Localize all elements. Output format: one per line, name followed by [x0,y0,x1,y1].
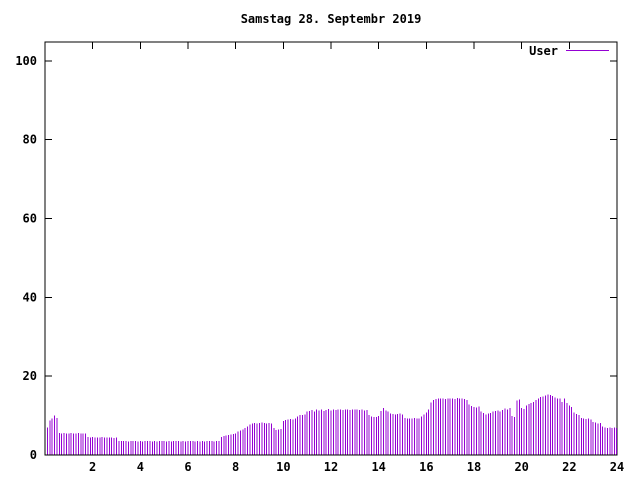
x-tick-label: 20 [514,460,528,474]
x-tick-label: 12 [324,460,338,474]
y-tick-label: 40 [23,290,37,304]
x-tick-label: 18 [467,460,481,474]
x-tick-label: 2 [89,460,96,474]
impulse-series [46,394,617,455]
legend-label-user: User [529,44,558,58]
x-tick-label: 14 [371,460,385,474]
x-tick-label: 24 [610,460,624,474]
x-tick-label: 22 [562,460,576,474]
y-axis: 0 20 40 60 80 100 [15,54,617,462]
y-tick-label: 20 [23,369,37,383]
y-tick-label: 100 [15,54,37,68]
x-tick-label: 16 [419,460,433,474]
x-tick-label: 8 [232,460,239,474]
x-tick-label: 4 [137,460,144,474]
plot-border [44,41,618,456]
y-tick-label: 60 [23,212,37,226]
x-tick-label: 10 [276,460,290,474]
legend: User [529,44,609,58]
y-tick-label: 0 [30,448,37,462]
chart-title: Samstag 28. Septembr 2019 [241,12,422,26]
y-tick-label: 80 [23,133,37,147]
x-tick-label: 6 [184,460,191,474]
x-axis: 2 4 6 8 10 12 14 16 18 20 22 24 [89,42,624,474]
